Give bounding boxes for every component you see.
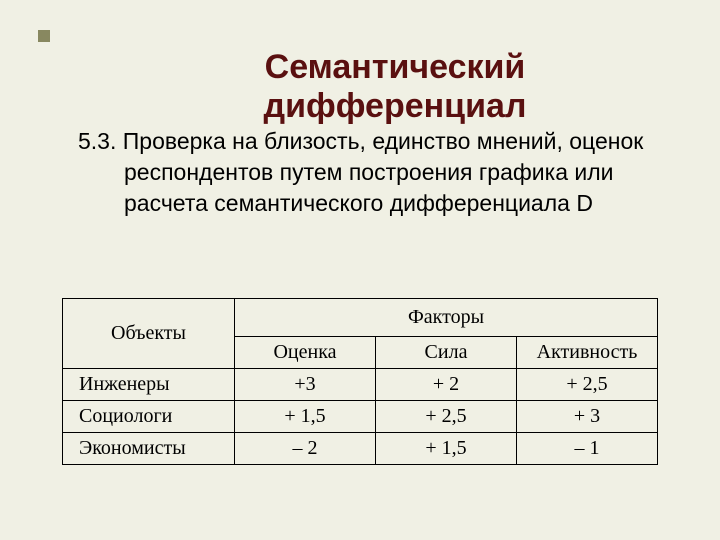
cell-value: – 2 — [235, 433, 376, 465]
slide-bullet — [38, 30, 50, 42]
header-objects: Объекты — [63, 299, 235, 369]
paragraph-number: 5.3. — [78, 128, 116, 154]
cell-object: Экономисты — [63, 433, 235, 465]
header-col-0: Оценка — [235, 337, 376, 369]
table-row: Социологи + 1,5 + 2,5 + 3 — [63, 401, 658, 433]
header-col-1: Сила — [376, 337, 517, 369]
cell-value: + 1,5 — [376, 433, 517, 465]
slide-title: Семантический дифференциал — [185, 48, 605, 126]
paragraph-text: Проверка на близость, единство мнений, о… — [123, 128, 644, 216]
cell-object: Социологи — [63, 401, 235, 433]
cell-value: +3 — [235, 369, 376, 401]
cell-value: + 2,5 — [376, 401, 517, 433]
cell-value: + 3 — [517, 401, 658, 433]
cell-value: + 1,5 — [235, 401, 376, 433]
factors-table: Объекты Факторы Оценка Сила Активность И… — [62, 298, 658, 465]
header-factors: Факторы — [235, 299, 658, 337]
cell-value: + 2 — [376, 369, 517, 401]
factors-table-wrapper: Объекты Факторы Оценка Сила Активность И… — [62, 298, 658, 465]
table-row: Инженеры +3 + 2 + 2,5 — [63, 369, 658, 401]
cell-value: – 1 — [517, 433, 658, 465]
cell-object: Инженеры — [63, 369, 235, 401]
table-row: Экономисты – 2 + 1,5 – 1 — [63, 433, 658, 465]
paragraph: 5.3. Проверка на близость, единство мнен… — [78, 126, 658, 219]
header-col-2: Активность — [517, 337, 658, 369]
cell-value: + 2,5 — [517, 369, 658, 401]
